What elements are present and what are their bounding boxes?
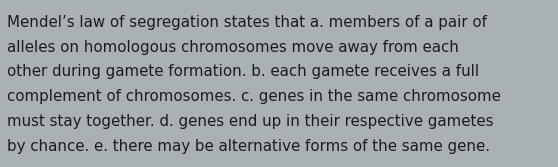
Text: must stay together. d. genes end up in their respective gametes: must stay together. d. genes end up in t… [7,114,494,129]
Text: Mendel’s law of segregation states that a. members of a pair of: Mendel’s law of segregation states that … [7,15,487,30]
Text: other during gamete formation. b. each gamete receives a full: other during gamete formation. b. each g… [7,64,479,79]
Text: by chance. e. there may be alternative forms of the same gene.: by chance. e. there may be alternative f… [7,139,490,154]
Text: complement of chromosomes. c. genes in the same chromosome: complement of chromosomes. c. genes in t… [7,89,501,104]
Text: alleles on homologous chromosomes move away from each: alleles on homologous chromosomes move a… [7,40,459,55]
